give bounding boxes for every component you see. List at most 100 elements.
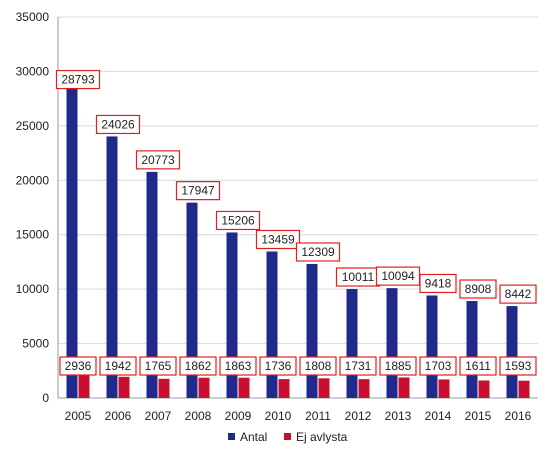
data-label: 2936 <box>65 359 92 373</box>
data-label-box <box>135 150 181 170</box>
x-tick-label: 2015 <box>465 409 492 423</box>
bar-ej-avlysta <box>238 377 250 398</box>
bar-antal <box>466 301 478 398</box>
data-label: 8442 <box>505 287 532 301</box>
bar-ej-avlysta <box>478 380 490 398</box>
data-label-box <box>499 284 537 304</box>
x-tick-label: 2014 <box>425 409 452 423</box>
data-label-box <box>59 356 97 376</box>
y-tick-label: 5000 <box>22 337 49 351</box>
bar-ej-avlysta <box>278 379 290 398</box>
bar-ej-avlysta <box>78 366 90 398</box>
data-label: 1885 <box>385 359 412 373</box>
data-label-box <box>459 279 497 299</box>
data-label-box <box>175 181 221 201</box>
legend-swatch-ej-avlysta <box>284 433 291 440</box>
bar-antal <box>66 84 78 398</box>
x-tick-label: 2013 <box>385 409 412 423</box>
data-label-box <box>339 356 377 376</box>
bar-antal <box>106 136 118 398</box>
data-label: 24026 <box>101 117 135 131</box>
x-tick-label: 2008 <box>185 409 212 423</box>
data-label-box <box>419 273 457 294</box>
data-label: 12309 <box>301 245 335 259</box>
data-label-box <box>99 356 137 376</box>
legend: Antal Ej avlysta <box>228 430 348 444</box>
data-label: 1611 <box>465 359 491 373</box>
x-tick-label: 2005 <box>65 409 92 423</box>
data-label: 1593 <box>505 359 532 373</box>
data-label-box <box>179 356 217 376</box>
y-axis: 0 5000 10000 15000 20000 25000 30000 35000 <box>16 10 59 405</box>
x-tick-label: 2010 <box>265 409 292 423</box>
bar-ej-avlysta <box>358 379 370 398</box>
legend-swatch-antal <box>228 433 235 440</box>
bar-ej-avlysta <box>398 377 410 398</box>
bar-antal <box>186 202 198 398</box>
bar-ej-avlysta <box>118 376 130 398</box>
data-label: 1765 <box>145 359 172 373</box>
x-tick-label: 2006 <box>105 409 132 423</box>
legend-label-antal: Antal <box>240 430 267 444</box>
data-label: 10094 <box>381 269 415 283</box>
data-label: 20773 <box>141 153 175 167</box>
data-label: 1703 <box>425 359 452 373</box>
bar-antal <box>346 289 358 398</box>
data-label: 9418 <box>425 276 452 290</box>
data-label: 1808 <box>305 359 332 373</box>
y-tick-label: 20000 <box>16 173 50 187</box>
data-label: 1862 <box>185 359 212 373</box>
y-tick-label: 0 <box>42 391 49 405</box>
data-label: 1736 <box>265 359 292 373</box>
data-labels: 28793 24026 20773 17947 15206 13459 12309 10011… <box>55 69 537 376</box>
x-tick-label: 2011 <box>305 409 331 423</box>
data-label-box <box>139 356 177 376</box>
data-label-box <box>259 356 297 376</box>
y-tick-label: 15000 <box>16 228 50 242</box>
data-label: 17947 <box>181 184 215 198</box>
x-tick-label: 2007 <box>145 409 172 423</box>
x-tick-label: 2009 <box>225 409 252 423</box>
bar-ej-avlysta <box>158 378 170 398</box>
bars <box>66 84 530 398</box>
data-label-box <box>255 229 301 250</box>
bar-ej-avlysta <box>198 377 210 398</box>
data-label-box <box>95 114 141 135</box>
data-label: 13459 <box>261 232 295 246</box>
data-label-box <box>295 242 341 262</box>
data-label-box <box>299 356 337 376</box>
legend-label-ej-avlysta: Ej avlysta <box>296 430 348 444</box>
data-label-box <box>459 356 497 376</box>
bar-antal <box>266 251 278 398</box>
data-label: 15206 <box>221 213 255 227</box>
x-axis: 2005 2006 2007 2008 2009 2010 2011 2012 2013 2014… <box>58 397 538 423</box>
data-label: 8908 <box>465 282 492 296</box>
bar-ej-avlysta <box>318 378 330 398</box>
data-label-box <box>215 210 261 231</box>
bar-ej-avlysta <box>518 380 530 398</box>
data-label: 1863 <box>225 359 252 373</box>
data-label-box <box>379 356 417 376</box>
y-tick-label: 25000 <box>16 119 50 133</box>
bar-antal <box>306 264 318 398</box>
data-label-box <box>55 69 101 90</box>
bar-antal <box>386 288 398 398</box>
bar-ej-avlysta <box>438 379 450 398</box>
data-label: 10011 <box>342 270 375 284</box>
x-tick-label: 2012 <box>345 409 372 423</box>
data-label: 28793 <box>61 73 95 87</box>
bar-antal <box>226 232 238 398</box>
x-tick-label: 2016 <box>505 409 532 423</box>
y-tick-label: 10000 <box>16 282 50 296</box>
data-label-box <box>419 356 457 376</box>
data-label-box <box>219 356 257 376</box>
y-tick-label: 35000 <box>16 10 50 24</box>
bar-antal <box>146 171 158 398</box>
data-label: 1731 <box>345 359 372 373</box>
bar-antal <box>426 295 438 398</box>
bar-antal <box>506 306 518 398</box>
y-tick-label: 30000 <box>16 64 50 78</box>
data-label: 1942 <box>105 359 132 373</box>
data-label-box <box>499 356 537 376</box>
